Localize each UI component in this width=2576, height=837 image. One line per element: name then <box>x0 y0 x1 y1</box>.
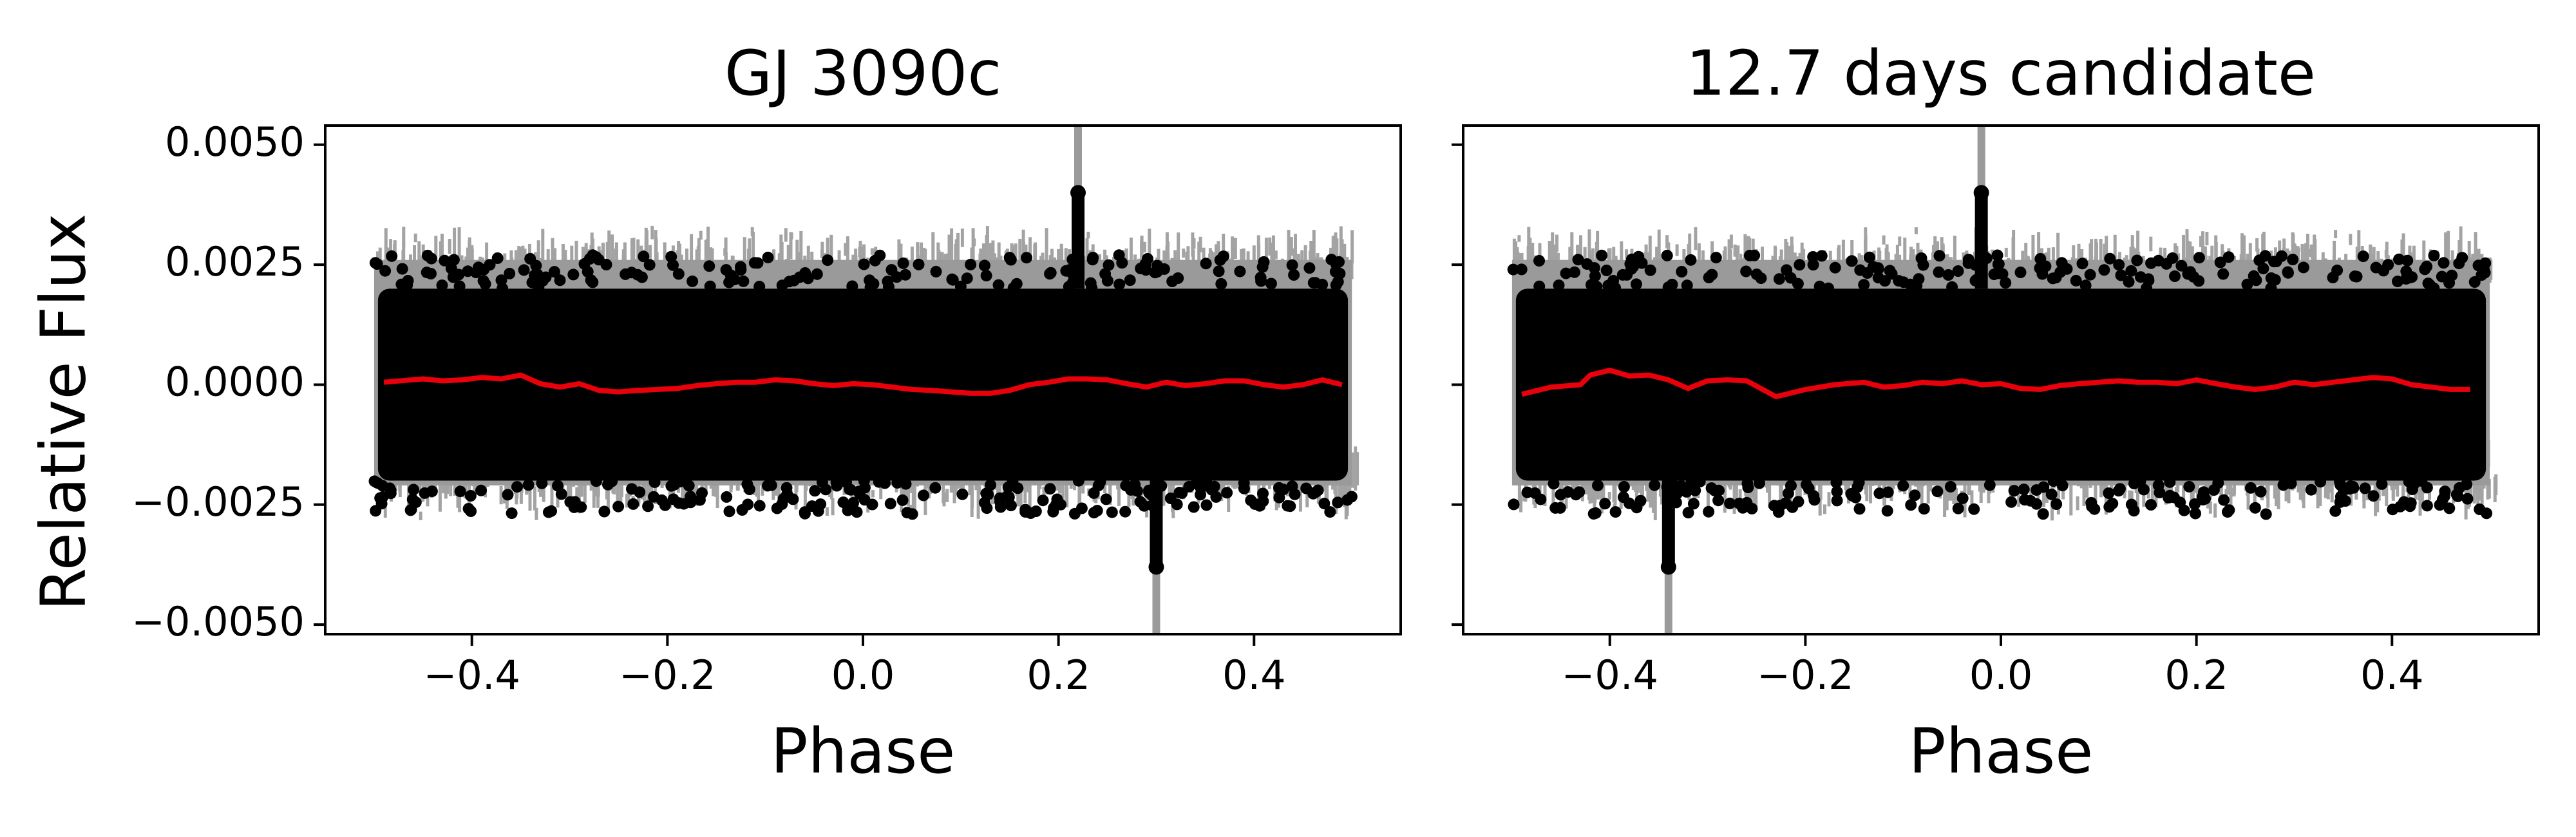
feature-1 <box>1148 480 1164 634</box>
data-points-outliers <box>368 249 1358 520</box>
x-axis-label: Phase <box>1909 715 2094 787</box>
y-tick-label: −0.0025 <box>131 478 305 525</box>
x-tick-label: 0.4 <box>2360 652 2424 699</box>
feature-0 <box>1070 126 1086 289</box>
x-tick-label: 0.2 <box>2164 652 2228 699</box>
binned-line <box>1521 368 2470 400</box>
x-tick-label: −0.4 <box>1561 652 1658 699</box>
feature-0 <box>1973 126 1989 289</box>
panel-12-7-days-candidate: −0.4 −0.2 0.0 0.2 0.4 12.7 days candidate Phas… <box>1452 37 2540 787</box>
panel-title: GJ 3090c <box>724 37 1001 109</box>
x-axis-label: Phase <box>771 715 956 787</box>
y-tick-label: 0.0050 <box>165 118 305 165</box>
x-tick-label: 0.2 <box>1027 652 1090 699</box>
y-tick-label: 0.0000 <box>165 359 305 406</box>
x-tick-label: 0.4 <box>1222 652 1286 699</box>
panel-title: 12.7 days candidate <box>1686 37 2316 109</box>
plot-area <box>368 126 1359 634</box>
data-points-outliers <box>1507 249 2493 520</box>
x-tick-label: −0.4 <box>423 652 520 699</box>
x-tick-label: 0.0 <box>1969 652 2033 699</box>
plot-area <box>1507 126 2498 634</box>
feature-1 <box>1660 480 1676 634</box>
figure-ylabel: Relative Flux <box>27 213 99 610</box>
x-tick-label: −0.2 <box>1757 652 1854 699</box>
panel-gj3090c: −0.4 −0.2 0.0 0.2 0.4 0.0050 0.0025 0.0000 −0.00… <box>131 37 1402 787</box>
x-tick-label: −0.2 <box>619 652 716 699</box>
y-tick-label: −0.0050 <box>131 598 305 645</box>
binned-line <box>383 372 1343 396</box>
x-tick-label: 0.0 <box>831 652 895 699</box>
y-tick-label: 0.0025 <box>165 238 305 285</box>
